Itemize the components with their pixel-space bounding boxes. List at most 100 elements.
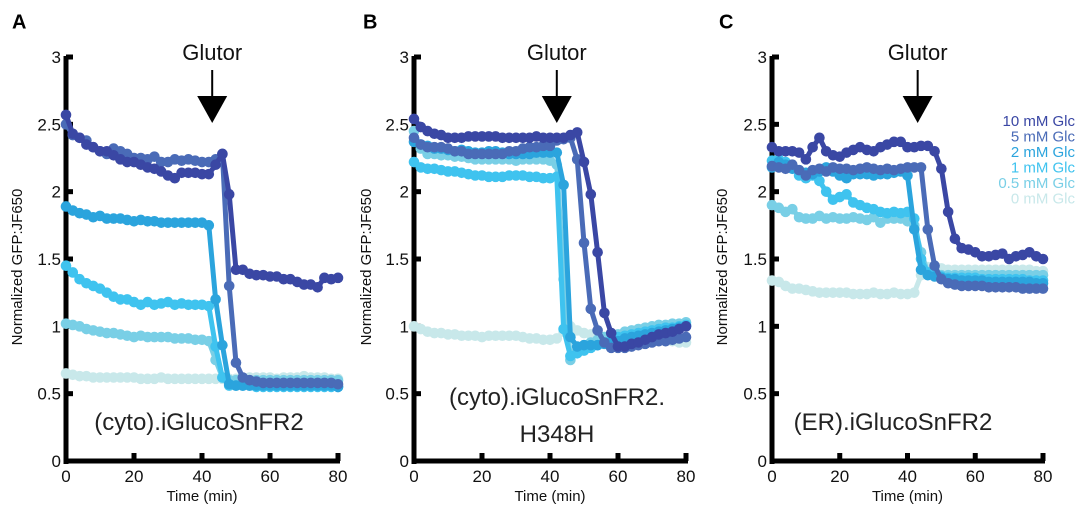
data-point <box>787 203 798 215</box>
data-point <box>793 147 805 158</box>
data-point <box>60 109 72 121</box>
x-axis-label: Time (min) <box>872 488 943 505</box>
data-point <box>592 325 603 336</box>
series-10-mm-glc <box>766 132 1049 265</box>
legend-entry: 5 mM Glc <box>1011 129 1076 146</box>
y-axis-label: Normalized GFP:JF650 <box>9 189 26 346</box>
panel-c: C 0 0.5 1 1.5 2 2.5 3 0 20 40 60 80 Time (min) Normali… <box>714 11 1075 505</box>
y-tick-label: 0.5 <box>37 385 61 404</box>
data-point <box>203 300 215 312</box>
y-tick-label: 2 <box>400 183 409 202</box>
y-tick-label: 3 <box>52 48 61 67</box>
y-tick-label: 2.5 <box>385 115 409 134</box>
x-tick-label: 0 <box>61 467 70 486</box>
x-tick-label: 40 <box>898 467 917 486</box>
data-point <box>902 170 913 181</box>
data-point <box>820 186 832 197</box>
y-tick-label: 2 <box>52 183 61 202</box>
data-point <box>565 331 576 343</box>
data-point <box>210 159 221 171</box>
panel-label: A <box>12 11 26 33</box>
y-axis-label: Normalized GFP:JF650 <box>714 189 731 346</box>
panel-title: (cyto).iGlucoSnFR2 <box>94 409 303 436</box>
data-point <box>408 113 420 125</box>
data-point <box>841 189 852 200</box>
data-point <box>551 147 563 158</box>
annotation-label: Glutor <box>527 40 587 65</box>
data-point <box>312 281 323 293</box>
y-tick-label: 3 <box>758 48 767 67</box>
data-point <box>332 272 344 284</box>
data-point <box>60 260 72 272</box>
data-point <box>203 168 215 180</box>
data-point <box>814 132 825 144</box>
x-tick-label: 80 <box>1034 467 1053 486</box>
y-tick-label: 0 <box>400 452 409 471</box>
data-point <box>210 294 221 305</box>
data-point <box>949 233 961 245</box>
y-tick-label: 0.5 <box>385 385 409 404</box>
x-axis-label: Time (min) <box>514 488 585 505</box>
annotation-label: Glutor <box>182 40 242 65</box>
x-axis-label: Time (min) <box>166 488 237 505</box>
data-point <box>936 163 947 175</box>
y-tick-label: 1.5 <box>385 250 409 269</box>
data-point <box>929 145 940 157</box>
x-tick-label: 0 <box>409 467 418 486</box>
annotation-label: Glutor <box>888 40 948 65</box>
panel-title: (cyto).iGlucoSnFR2. <box>449 384 665 411</box>
data-point <box>230 357 242 368</box>
data-point <box>578 156 590 168</box>
data-point <box>585 303 597 315</box>
panel-label: B <box>363 11 377 33</box>
data-point <box>408 132 420 144</box>
y-tick-label: 1 <box>758 317 767 336</box>
y-axis-label: Normalized GFP:JF650 <box>358 189 375 346</box>
data-point <box>680 331 692 343</box>
data-point <box>908 287 920 298</box>
data-point <box>578 237 590 249</box>
data-point <box>592 246 603 258</box>
data-point <box>929 260 940 272</box>
legend-entry: 0 mM Glc <box>1011 191 1076 208</box>
y-tick-label: 3 <box>400 48 409 67</box>
data-point <box>680 321 692 332</box>
x-tick-label: 20 <box>125 467 144 486</box>
x-tick-label: 60 <box>609 467 628 486</box>
legend-entry: 10 mM Glc <box>1002 113 1075 130</box>
series-10-mm-glc <box>408 113 692 352</box>
data-point <box>1037 253 1049 265</box>
data-point <box>908 224 920 235</box>
x-tick-label: 80 <box>329 467 348 486</box>
data-point <box>605 327 617 339</box>
y-tick-label: 2.5 <box>743 115 767 134</box>
legend-entry: 1 mM Glc <box>1011 160 1076 177</box>
data-point <box>332 378 344 390</box>
data-point <box>599 307 610 319</box>
panel-title: (ER).iGlucoSnFR2 <box>794 409 993 436</box>
series-5-mm-glc <box>766 159 1049 294</box>
y-tick-label: 0.5 <box>743 385 767 404</box>
data-point <box>74 132 85 144</box>
data-point <box>1037 283 1049 294</box>
legend-entry: 0.5 mM Glc <box>998 175 1075 192</box>
data-point <box>217 148 228 160</box>
x-tick-label: 60 <box>966 467 985 486</box>
x-tick-label: 20 <box>830 467 849 486</box>
series-line <box>63 114 339 290</box>
y-tick-label: 2 <box>758 183 767 202</box>
x-tick-label: 40 <box>541 467 560 486</box>
data-point <box>223 189 235 200</box>
data-point <box>571 127 583 138</box>
y-tick-label: 0 <box>758 452 767 471</box>
series-10-mm-glc <box>60 109 344 293</box>
arrow-down-icon <box>902 96 933 123</box>
data-point <box>203 220 215 231</box>
data-point <box>217 339 228 351</box>
data-point <box>67 267 79 278</box>
series-line <box>770 135 1044 262</box>
y-tick-label: 1 <box>400 317 409 336</box>
data-point <box>551 333 563 344</box>
